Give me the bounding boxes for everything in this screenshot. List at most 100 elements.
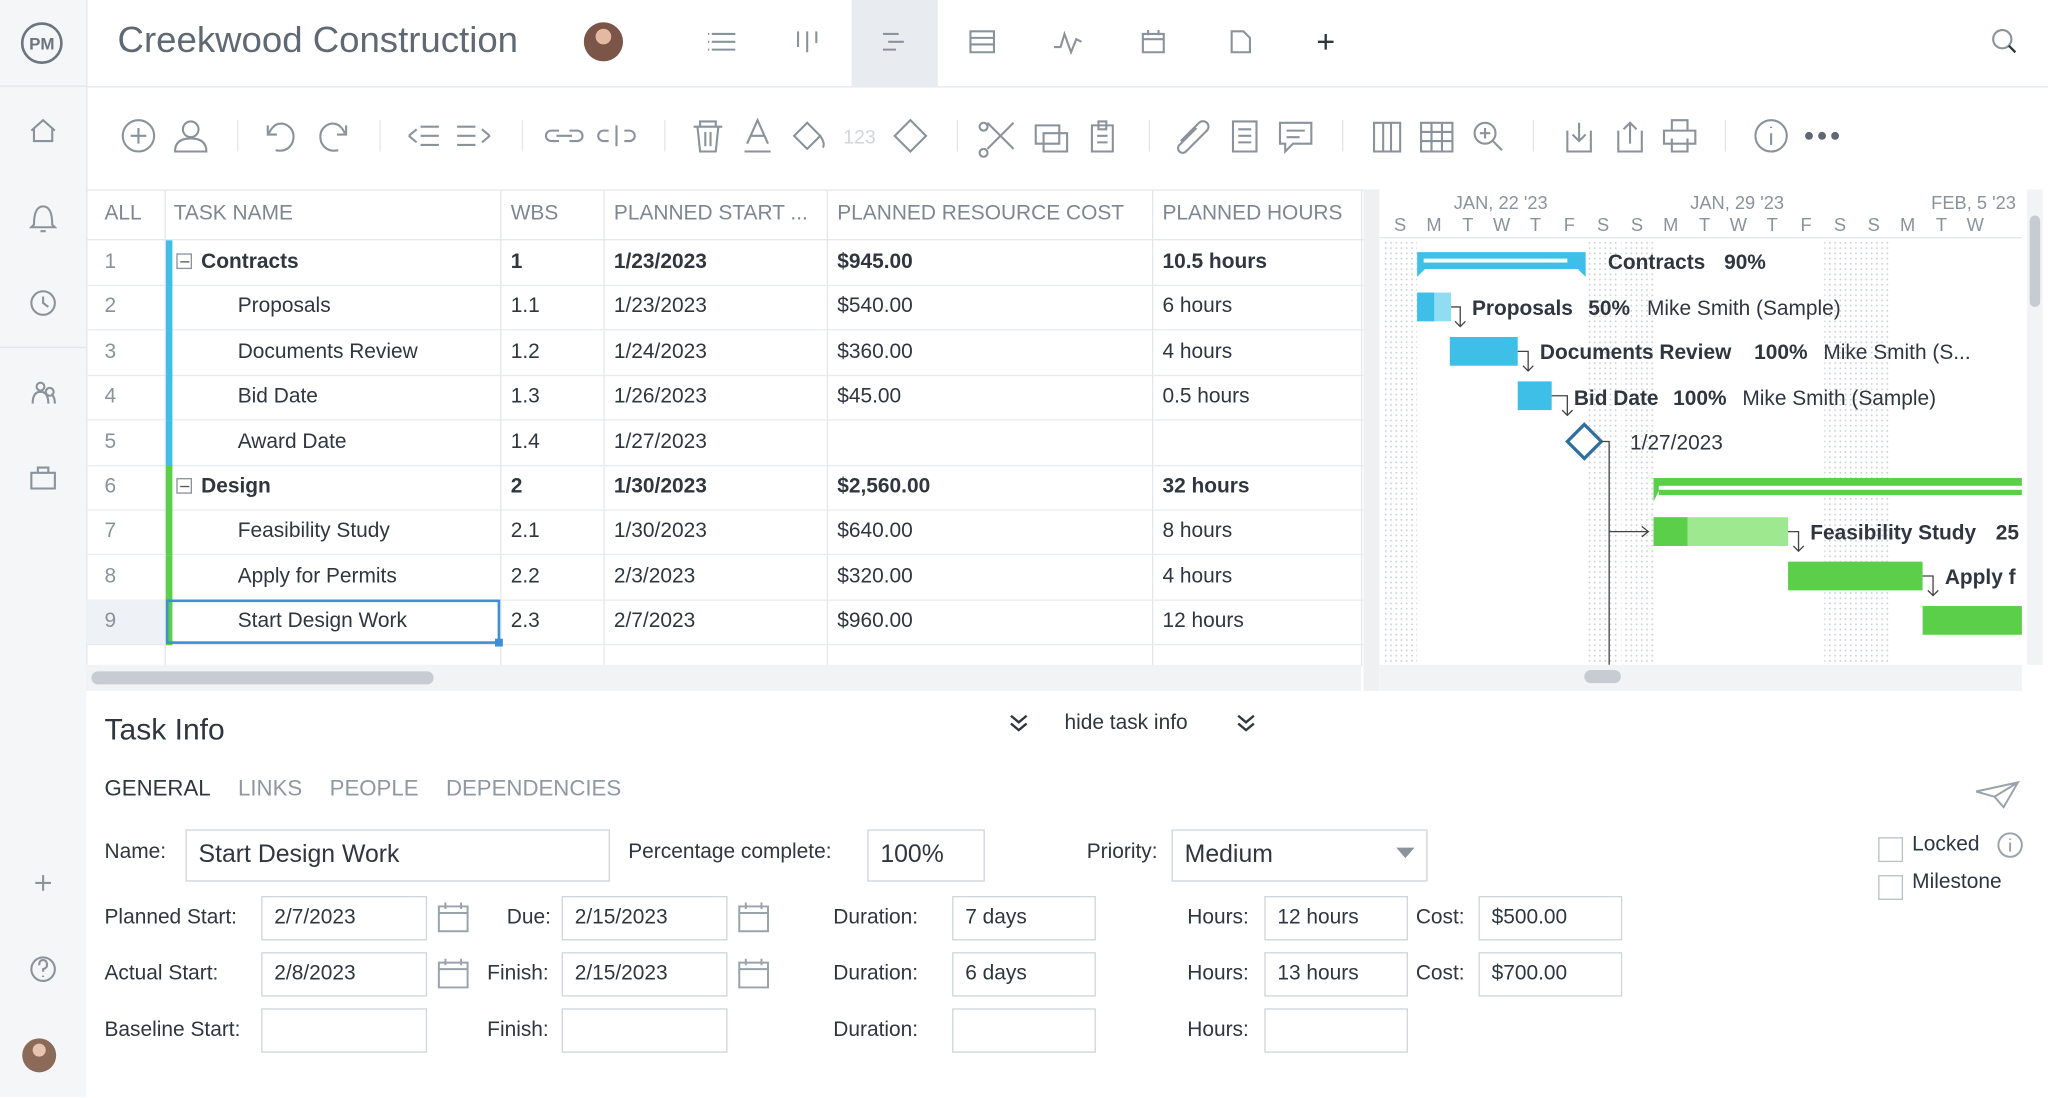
history-icon[interactable] <box>30 290 56 316</box>
notifications-icon[interactable] <box>28 205 58 233</box>
link[interactable] <box>544 129 584 143</box>
fill-color[interactable] <box>792 121 825 151</box>
task-bar[interactable] <box>1922 606 2027 635</box>
locked-info[interactable] <box>1996 831 2025 860</box>
unlink[interactable] <box>597 125 636 147</box>
help-icon[interactable] <box>30 956 56 982</box>
tab[interactable]: PEOPLE <box>329 775 419 801</box>
print[interactable] <box>1662 119 1697 153</box>
input[interactable] <box>952 1008 1096 1053</box>
board-view[interactable] <box>796 31 818 53</box>
calendar-button[interactable] <box>436 900 470 934</box>
calendar-button[interactable] <box>737 900 771 934</box>
input[interactable]: $700.00 <box>1478 952 1623 997</box>
redo[interactable] <box>319 122 348 152</box>
milestone[interactable] <box>893 118 928 153</box>
paste[interactable] <box>1090 120 1114 153</box>
input[interactable]: 7 days <box>952 895 1096 941</box>
copy[interactable] <box>1034 124 1069 153</box>
checkbox[interactable] <box>1878 837 1904 863</box>
gantt-scrollbar[interactable] <box>1379 664 2022 691</box>
task-name[interactable]: Apply for Permits <box>237 565 397 588</box>
dashboard-view[interactable] <box>1054 30 1082 56</box>
day-label: S <box>1394 214 1406 235</box>
info[interactable] <box>1754 119 1788 153</box>
import[interactable] <box>1566 122 1592 153</box>
hide-task-info[interactable]: hide task info <box>1064 711 1188 735</box>
search[interactable] <box>1992 28 2013 50</box>
grid-scrollbar[interactable] <box>86 664 1361 691</box>
summary-bar[interactable] <box>1417 252 1586 277</box>
task-bar[interactable] <box>1449 336 1518 366</box>
checkbox[interactable] <box>1878 875 1904 900</box>
input[interactable] <box>1264 1008 1408 1053</box>
collapse-toggle[interactable] <box>176 253 192 270</box>
task-bar[interactable] <box>1517 381 1552 411</box>
input[interactable]: 12 hours <box>1264 895 1408 941</box>
undo[interactable] <box>266 122 295 152</box>
input[interactable]: 2/8/2023 <box>261 952 428 997</box>
gantt-vscroll[interactable] <box>2027 189 2043 665</box>
zoom[interactable] <box>1473 121 1497 145</box>
milestone[interactable] <box>1565 422 1604 461</box>
grid[interactable] <box>1420 121 1454 153</box>
task-name[interactable]: Proposals <box>237 295 331 318</box>
cell: 4 hours <box>1162 340 1233 363</box>
priority-select[interactable]: Medium <box>1171 829 1428 882</box>
number-format[interactable]: 123 <box>843 127 876 149</box>
percent-input[interactable]: 100% <box>867 829 985 882</box>
people-icon[interactable] <box>31 381 56 404</box>
outdent[interactable] <box>408 125 439 147</box>
send-icon[interactable] <box>1972 778 2024 812</box>
input[interactable]: 2/7/2023 <box>261 895 428 941</box>
tab[interactable]: LINKS <box>238 775 303 801</box>
input[interactable]: 2/15/2023 <box>561 895 728 941</box>
gantt-view[interactable] <box>882 32 904 51</box>
add-view[interactable] <box>1317 33 1334 50</box>
input[interactable]: 2/15/2023 <box>561 952 728 997</box>
more[interactable] <box>1805 131 1840 140</box>
task-name[interactable]: Design <box>201 475 271 498</box>
task-name[interactable]: Contracts <box>201 250 299 273</box>
summary-bar[interactable] <box>1653 478 2038 502</box>
input[interactable] <box>561 1008 728 1053</box>
calendar-view[interactable] <box>1141 30 1165 54</box>
name-input[interactable]: Start Design Work <box>185 829 610 882</box>
input[interactable]: 13 hours <box>1264 952 1408 997</box>
task-bar[interactable] <box>1788 561 1923 591</box>
day-label: T <box>1530 214 1541 235</box>
assign[interactable] <box>181 120 200 139</box>
tab[interactable]: DEPENDENCIES <box>445 775 622 801</box>
font[interactable] <box>744 117 771 153</box>
cut[interactable] <box>978 121 1015 158</box>
task-name[interactable]: Award Date <box>237 430 347 453</box>
calendar-button[interactable] <box>737 956 771 990</box>
list-view[interactable] <box>707 32 736 51</box>
tab[interactable]: GENERAL <box>104 775 211 801</box>
input[interactable]: $500.00 <box>1478 895 1623 941</box>
input[interactable]: 6 days <box>952 952 1096 997</box>
columns[interactable] <box>1372 121 1402 153</box>
add-icon[interactable] <box>35 875 51 891</box>
task-name[interactable]: Documents Review <box>237 340 418 363</box>
export[interactable] <box>1617 121 1643 153</box>
splitter[interactable] <box>1363 189 1380 691</box>
files-view[interactable] <box>1230 30 1252 54</box>
delete[interactable] <box>693 120 723 153</box>
logo[interactable] <box>20 22 63 64</box>
portfolio-icon[interactable] <box>30 466 56 490</box>
add-task[interactable] <box>121 119 156 153</box>
input[interactable] <box>261 1008 428 1053</box>
collapse-toggle[interactable] <box>176 478 192 494</box>
home-icon[interactable] <box>30 118 56 143</box>
indent[interactable] <box>457 125 491 147</box>
sheet-view[interactable] <box>969 30 996 54</box>
notes[interactable] <box>1231 120 1258 153</box>
comment[interactable] <box>1278 121 1313 155</box>
selected-cell[interactable] <box>165 599 501 645</box>
task-name[interactable]: Start Design Work <box>237 610 407 633</box>
attach[interactable] <box>1177 120 1210 154</box>
task-name[interactable]: Bid Date <box>237 385 318 408</box>
calendar-button[interactable] <box>436 956 470 990</box>
task-name[interactable]: Feasibility Study <box>237 520 390 543</box>
